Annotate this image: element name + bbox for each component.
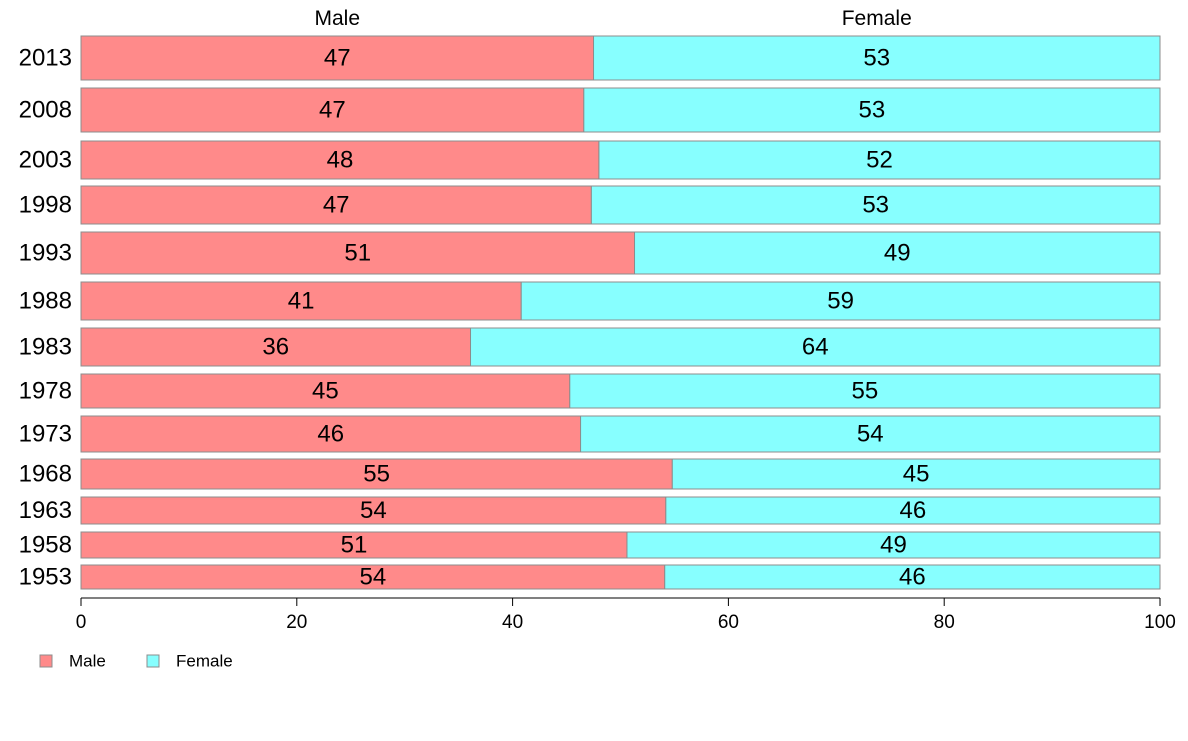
data-label-female: 49 xyxy=(880,532,907,559)
data-label-female: 46 xyxy=(900,497,927,524)
x-tick-label: 60 xyxy=(718,612,739,633)
data-label-male: 48 xyxy=(327,147,354,174)
bar-female xyxy=(671,458,1161,490)
data-label-male: 45 xyxy=(312,378,339,405)
data-label-male: 54 xyxy=(360,497,387,524)
bar-female xyxy=(665,496,1161,525)
data-label-female: 46 xyxy=(899,564,926,591)
data-label-female: 54 xyxy=(857,421,884,448)
y-tick-label: 2013 xyxy=(19,45,72,72)
data-label-female: 59 xyxy=(827,288,854,315)
data-label-male: 36 xyxy=(262,334,289,361)
bar-male xyxy=(80,140,600,180)
bar-male xyxy=(80,496,667,525)
legend-label-male: Male xyxy=(69,652,106,671)
data-label-female: 53 xyxy=(863,45,890,72)
bar-female xyxy=(520,281,1161,321)
y-tick-label: 1978 xyxy=(19,378,72,405)
data-label-male: 54 xyxy=(360,564,387,591)
x-tick-label: 20 xyxy=(286,612,307,633)
x-axis: 0 20 40 60 80 100 xyxy=(76,597,1176,633)
bar-female xyxy=(634,231,1161,275)
y-tick-label: 1998 xyxy=(19,192,72,219)
bar-female xyxy=(590,185,1161,225)
y-axis-labels: 2013 2008 2003 1998 1993 1988 1983 1978 1973 1968… xyxy=(19,45,72,591)
y-tick-label: 1963 xyxy=(19,497,72,524)
legend-label-female: Female xyxy=(176,652,233,671)
bar-female xyxy=(470,327,1161,367)
legend-swatch-female xyxy=(146,654,160,668)
bar-male xyxy=(80,327,472,367)
bars: 47 53 47 53 48 52 47 53 51 49 41 59 36 64 45 55 46 54 55 45… xyxy=(80,35,1161,591)
y-tick-label: 2003 xyxy=(19,147,72,174)
legend-swatch-male xyxy=(39,654,53,668)
data-label-male: 41 xyxy=(288,288,315,315)
y-tick-label: 1983 xyxy=(19,334,72,361)
x-tick-label: 100 xyxy=(1144,612,1176,633)
data-label-male: 55 xyxy=(363,461,390,488)
bar-female xyxy=(569,373,1161,409)
data-label-male: 47 xyxy=(319,97,346,124)
x-tick-label: 80 xyxy=(934,612,955,633)
data-label-female: 55 xyxy=(852,378,879,405)
y-tick-label: 1958 xyxy=(19,532,72,559)
bar-female xyxy=(580,415,1161,453)
y-tick-label: 1953 xyxy=(19,564,72,591)
data-label-female: 64 xyxy=(802,334,829,361)
y-tick-label: 1993 xyxy=(19,240,72,267)
bar-male xyxy=(80,87,585,133)
data-label-male: 47 xyxy=(323,192,350,219)
data-label-male: 47 xyxy=(324,45,351,72)
data-label-female: 53 xyxy=(862,192,889,219)
y-tick-label: 2008 xyxy=(19,97,72,124)
bar-male xyxy=(80,564,666,590)
bar-male xyxy=(80,185,592,225)
bar-female xyxy=(593,35,1161,81)
x-tick-label: 0 xyxy=(76,612,87,633)
y-tick-label: 1973 xyxy=(19,421,72,448)
bar-female xyxy=(583,87,1161,133)
bar-male xyxy=(80,35,595,81)
y-tick-label: 1988 xyxy=(19,288,72,315)
bar-male xyxy=(80,531,628,559)
bar-male xyxy=(80,458,673,490)
bar-female xyxy=(626,531,1161,559)
data-label-male: 51 xyxy=(344,240,371,267)
x-tick-label: 40 xyxy=(502,612,523,633)
bar-female xyxy=(598,140,1161,180)
legend: Male Female xyxy=(39,652,233,671)
column-headers: Male Female xyxy=(314,7,911,30)
bar-male xyxy=(80,231,636,275)
y-tick-label: 1968 xyxy=(19,461,72,488)
bar-female xyxy=(664,564,1161,590)
data-label-female: 49 xyxy=(884,240,911,267)
data-label-male: 46 xyxy=(317,421,344,448)
bar-male xyxy=(80,415,582,453)
data-label-female: 52 xyxy=(866,147,893,174)
data-label-female: 53 xyxy=(859,97,886,124)
data-label-male: 51 xyxy=(341,532,368,559)
column-header-male: Male xyxy=(314,7,360,30)
column-header-female: Female xyxy=(842,7,912,30)
data-label-female: 45 xyxy=(903,461,930,488)
